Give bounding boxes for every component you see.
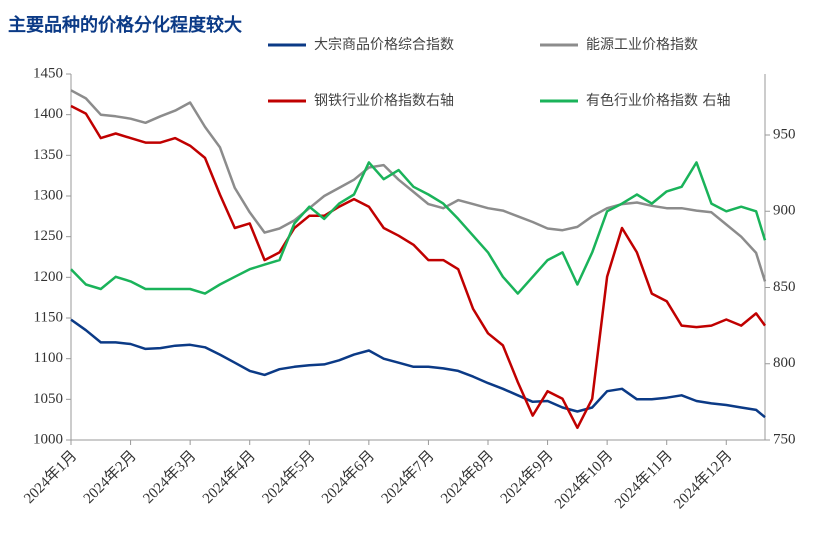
y-tick-label: 1350 (33, 147, 63, 163)
y2-tick-label: 900 (773, 203, 796, 219)
y-tick-label: 1100 (34, 350, 63, 366)
x-tick-label: 2024年8月 (437, 447, 497, 507)
y-tick-label: 1450 (33, 65, 63, 81)
chart-title: 主要品种的价格分化程度较大 (8, 14, 242, 36)
y-tick-label: 1400 (33, 106, 63, 122)
y2-tick-label: 750 (773, 431, 796, 447)
y-tick-label: 1000 (33, 431, 63, 447)
legend-label: 能源工业价格指数 (586, 37, 698, 53)
x-tick-label: 2024年12月 (670, 447, 735, 512)
x-tick-label: 2024年7月 (378, 447, 438, 507)
series-line (70, 104, 767, 430)
series-line (70, 89, 767, 282)
y-tick-label: 1150 (34, 309, 63, 325)
y-tick-label: 1200 (33, 269, 63, 285)
y2-tick-label: 950 (773, 126, 796, 142)
x-tick-label: 2024年5月 (259, 447, 319, 507)
x-tick-label: 2024年11月 (611, 447, 676, 512)
y-tick-label: 1300 (33, 187, 63, 203)
legend-label: 有色行业价格指数 右轴 (586, 92, 730, 109)
series-line (70, 318, 766, 419)
x-tick-label: 2024年2月 (80, 447, 140, 507)
y-tick-label: 1050 (33, 391, 63, 407)
x-tick-label: 2024年4月 (199, 447, 259, 507)
x-tick-label: 2024年9月 (497, 447, 557, 507)
y-tick-label: 1250 (33, 228, 63, 244)
y2-tick-label: 850 (773, 279, 796, 295)
y2-tick-label: 800 (773, 355, 796, 371)
legend-label: 大宗商品价格综合指数 (314, 37, 454, 53)
legend-label: 钢铁行业价格指数右轴 (314, 93, 454, 109)
x-tick-label: 2024年6月 (318, 447, 378, 507)
x-tick-label: 2024年10月 (551, 447, 616, 512)
x-tick-label: 2024年1月 (20, 447, 80, 507)
series-line (70, 161, 767, 295)
x-tick-label: 2024年3月 (140, 447, 200, 507)
